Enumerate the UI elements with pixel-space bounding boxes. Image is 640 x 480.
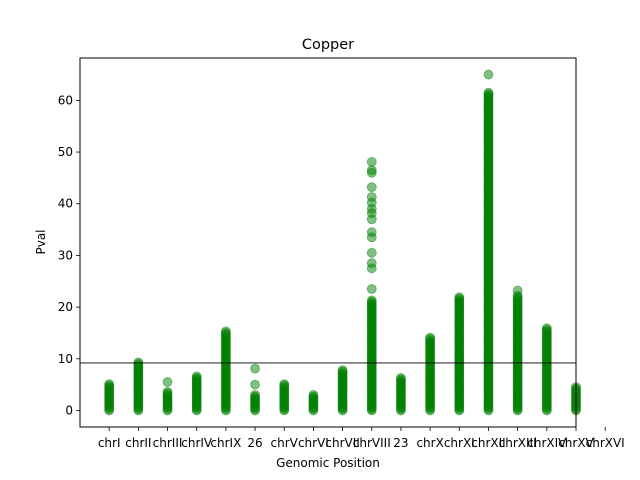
x-tick-label: chrXIV <box>527 436 567 450</box>
x-tick-label: chrX <box>416 436 443 450</box>
data-point <box>366 247 377 258</box>
point-column-chrXII <box>483 69 494 416</box>
point-column-26 <box>250 363 260 416</box>
data-point <box>366 227 377 238</box>
point-column-chrXIII <box>512 285 523 416</box>
point-column-chrIV <box>191 371 202 416</box>
data-point <box>541 323 552 334</box>
x-tick-label: chrI <box>98 436 121 450</box>
data-point <box>483 69 494 80</box>
y-tick-label: 50 <box>58 145 73 159</box>
x-tick-label: chrV <box>271 436 299 450</box>
chart-title: Copper <box>302 37 354 53</box>
data-point <box>366 258 377 269</box>
y-axis-label: Pval <box>34 229 48 254</box>
x-tick-label: chrIX <box>210 436 241 450</box>
data-point <box>104 379 115 390</box>
data-points <box>104 69 581 416</box>
x-tick-label: chrXV <box>558 436 594 450</box>
x-tick-label: chrIII <box>153 436 183 450</box>
data-point <box>454 292 465 303</box>
data-point <box>366 156 377 167</box>
data-point <box>366 192 377 202</box>
x-tick-label: chrII <box>125 436 151 450</box>
data-point <box>162 377 173 387</box>
x-tick-label: chrIV <box>181 436 213 450</box>
data-point <box>396 373 406 383</box>
data-point <box>337 365 348 376</box>
data-point <box>366 182 377 193</box>
point-column-23 <box>396 373 406 416</box>
data-point <box>191 371 202 382</box>
point-column-chrVII <box>337 365 348 416</box>
y-axis: 0 10 20 30 40 50 60 <box>58 93 80 417</box>
x-tick-label: chrVI <box>298 436 329 450</box>
x-tick-label: 26 <box>247 436 262 450</box>
data-point <box>250 363 260 374</box>
y-tick-label: 0 <box>65 403 73 417</box>
data-point <box>425 332 436 343</box>
point-column-chrIII <box>162 377 173 416</box>
x-axis-label: Genomic Position <box>276 456 380 470</box>
point-column-chrVI <box>308 390 319 416</box>
data-point <box>308 390 319 400</box>
data-point <box>279 379 290 390</box>
y-tick-label: 60 <box>58 93 73 107</box>
point-column-chrXIV <box>541 323 552 416</box>
x-tick-label: chrXI <box>444 436 475 450</box>
point-column-chrI <box>104 379 115 416</box>
point-column-chrV <box>279 379 290 416</box>
x-tick-label: chrXII <box>471 436 505 450</box>
x-tick-label: chrVIII <box>353 436 391 450</box>
x-tick-label: chrXVI <box>586 436 625 450</box>
point-column-chrXI <box>454 292 465 416</box>
data-point <box>162 386 173 397</box>
y-tick-label: 40 <box>58 197 73 211</box>
y-tick-label: 30 <box>58 248 73 262</box>
data-point <box>366 165 377 176</box>
data-point <box>366 284 377 294</box>
data-point <box>366 295 377 306</box>
point-column-chrII <box>133 357 144 416</box>
data-point <box>483 87 494 98</box>
data-point <box>512 285 523 296</box>
data-point <box>250 390 260 400</box>
x-tick-label: chrVII <box>325 436 359 450</box>
data-point <box>250 379 260 390</box>
plot-frame <box>79 57 577 428</box>
x-tick-label: chrXIII <box>499 436 537 450</box>
data-point <box>220 326 231 337</box>
point-column-chrVIII <box>366 156 377 416</box>
y-tick-label: 10 <box>58 352 73 366</box>
x-tick-label: 23 <box>393 436 408 450</box>
y-tick-label: 20 <box>58 300 73 314</box>
point-column-chrIX <box>220 326 231 416</box>
data-point <box>133 357 144 368</box>
point-column-chrX <box>425 332 436 416</box>
